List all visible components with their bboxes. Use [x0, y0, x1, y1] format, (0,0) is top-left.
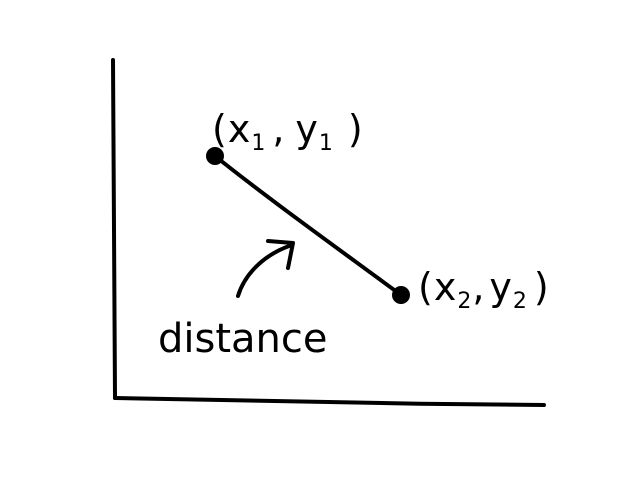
- point-1-close-paren: ): [348, 107, 364, 151]
- point-1-x-sub: 1: [251, 131, 266, 156]
- point-1-label: (x1, y1): [212, 107, 364, 156]
- point-1-comma: ,: [272, 107, 285, 151]
- point-2-label: (x2, y2): [418, 265, 550, 314]
- y-axis: [111, 58, 117, 400]
- point-1-dot: [206, 147, 224, 165]
- distance-segment: [213, 154, 403, 297]
- annotation-arrow: [236, 243, 294, 298]
- point-2-dot: [392, 286, 410, 304]
- point-2-open-paren: (: [418, 265, 434, 309]
- point-1-y: y: [295, 107, 319, 151]
- x-axis: [113, 396, 546, 407]
- point-2-close-paren: ): [534, 265, 550, 309]
- annotation-arrowhead: [266, 239, 295, 270]
- point-1-x: x: [228, 107, 252, 151]
- point-2-comma: ,: [472, 265, 485, 309]
- point-1-open-paren: (: [212, 107, 228, 151]
- point-2-x-sub: 2: [457, 289, 472, 314]
- point-2-y: y: [489, 265, 513, 309]
- distance-label: distance: [158, 316, 328, 362]
- point-1-y-sub: 1: [319, 131, 334, 156]
- point-2-y-sub: 2: [513, 289, 528, 314]
- point-2-x: x: [434, 265, 458, 309]
